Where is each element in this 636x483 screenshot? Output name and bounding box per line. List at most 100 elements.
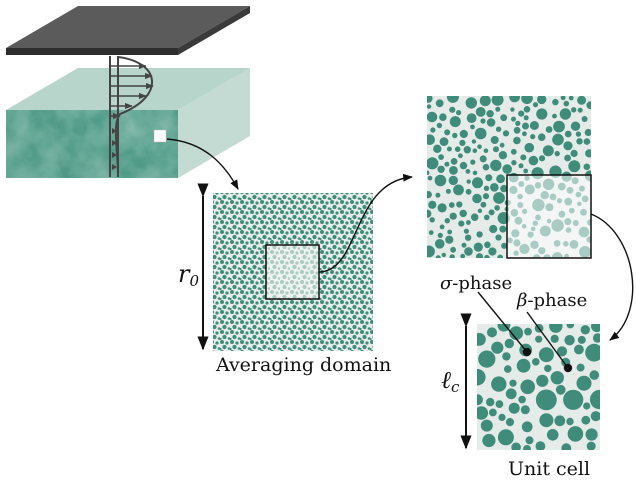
grain xyxy=(463,146,471,154)
grain xyxy=(491,376,507,392)
grain xyxy=(568,96,574,101)
grain xyxy=(436,122,443,129)
sigma-phase-label: σ-phase xyxy=(440,273,513,294)
grain xyxy=(585,428,598,441)
phase-pointers xyxy=(477,291,573,373)
grain xyxy=(427,104,432,109)
grain xyxy=(535,335,543,343)
grain xyxy=(563,100,570,107)
grain xyxy=(480,201,487,208)
grain xyxy=(583,163,591,171)
grain xyxy=(477,208,483,213)
grain xyxy=(470,159,476,165)
grain xyxy=(586,441,596,450)
grain xyxy=(475,107,486,117)
grain xyxy=(581,116,588,122)
grain xyxy=(489,408,497,417)
grain xyxy=(476,231,483,238)
grain xyxy=(539,413,554,428)
grain xyxy=(502,130,510,137)
grain xyxy=(590,411,600,422)
grain xyxy=(466,113,477,123)
grain xyxy=(568,160,581,173)
zoom-connectors xyxy=(166,138,634,341)
grain xyxy=(480,419,493,432)
grain xyxy=(535,389,557,411)
grain xyxy=(511,160,517,166)
moving-plate xyxy=(6,6,250,55)
grain xyxy=(466,220,471,225)
grain xyxy=(555,384,566,395)
grain xyxy=(484,214,490,221)
grain xyxy=(461,242,467,248)
grain xyxy=(494,205,500,211)
grain xyxy=(570,121,581,131)
grain xyxy=(449,166,458,175)
grain xyxy=(450,246,456,253)
grain xyxy=(437,203,447,213)
grain xyxy=(530,134,536,140)
grain xyxy=(485,174,493,182)
grain xyxy=(513,136,521,145)
grain xyxy=(427,170,430,175)
grain xyxy=(560,96,566,101)
grain xyxy=(523,106,531,113)
grain xyxy=(486,397,495,407)
grain xyxy=(459,129,468,139)
grain xyxy=(499,142,505,148)
grain xyxy=(449,254,455,258)
grain xyxy=(482,193,490,200)
grain xyxy=(493,192,505,204)
grain xyxy=(456,201,463,208)
grain xyxy=(453,184,464,196)
grain xyxy=(465,169,471,174)
grain xyxy=(483,185,490,191)
grain xyxy=(477,406,489,420)
grain xyxy=(490,183,499,192)
grain xyxy=(523,115,529,121)
grain xyxy=(518,163,524,169)
grain xyxy=(591,324,600,333)
grain xyxy=(491,341,504,354)
grain xyxy=(504,365,512,373)
grain xyxy=(458,153,463,159)
grain xyxy=(583,138,591,145)
grain xyxy=(480,118,486,124)
grain xyxy=(437,165,445,173)
grain xyxy=(524,327,532,336)
grain xyxy=(472,177,483,189)
grain xyxy=(438,154,444,161)
grain xyxy=(564,154,571,162)
grain xyxy=(459,209,467,218)
grain xyxy=(546,429,559,441)
grain xyxy=(445,188,451,194)
grain xyxy=(439,224,445,230)
grain xyxy=(528,155,539,166)
grain xyxy=(484,241,491,249)
grain xyxy=(482,163,490,171)
grain xyxy=(447,229,453,235)
grain xyxy=(479,155,487,163)
grain xyxy=(581,415,591,425)
grain xyxy=(589,370,600,380)
grain xyxy=(500,114,508,122)
grain xyxy=(497,254,504,258)
grain xyxy=(567,426,584,442)
grain xyxy=(510,148,517,155)
grain xyxy=(553,120,565,133)
grain xyxy=(427,209,432,218)
grain xyxy=(427,191,432,199)
averaging-domain-caption: Averaging domain xyxy=(216,354,392,376)
grain xyxy=(456,110,462,116)
grain xyxy=(444,218,450,224)
grain xyxy=(552,133,564,146)
sample-point-marker xyxy=(153,129,167,143)
grain xyxy=(583,402,591,410)
grain xyxy=(434,174,447,187)
grain xyxy=(580,325,590,335)
grain xyxy=(513,126,521,134)
grain xyxy=(535,441,546,450)
grain xyxy=(449,106,456,113)
grain xyxy=(566,324,575,329)
grain xyxy=(428,230,434,236)
